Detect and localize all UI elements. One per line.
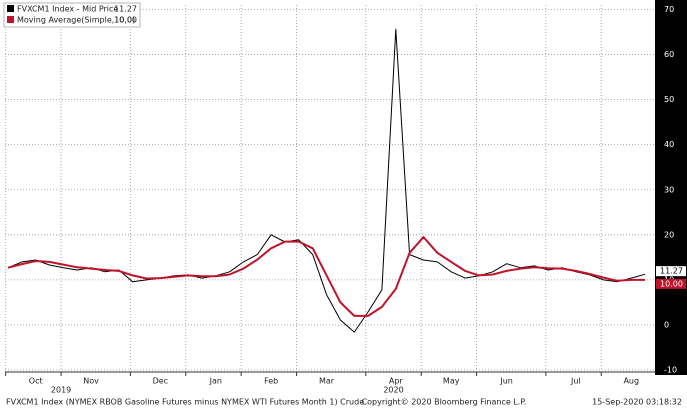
series-line xyxy=(7,236,646,317)
last-value-label: 11.27 xyxy=(660,267,683,276)
legend-label: Moving Average(Simple,10,0) xyxy=(17,16,135,25)
y-tick-label: 60 xyxy=(664,50,674,59)
x-tick-label: Jul xyxy=(570,377,581,386)
y-tick-label: 40 xyxy=(664,140,674,149)
last-value-label: 10.00 xyxy=(660,279,683,288)
x-tick-label: Feb xyxy=(264,377,278,386)
legend-swatch xyxy=(7,16,14,23)
last-value-tag xyxy=(656,266,686,277)
last-value-tag xyxy=(656,278,686,289)
grid-layer xyxy=(5,5,655,371)
x-tick-label: Nov xyxy=(83,377,99,386)
footer-center: Copyright© 2020 Bloomberg Finance L.P. xyxy=(362,398,527,407)
x-tick-label: Apr xyxy=(389,377,404,386)
x-tick-label: Jan xyxy=(209,377,222,386)
year-label: 2020 xyxy=(383,386,403,395)
y-tick-label: 0 xyxy=(664,320,669,329)
year-label: 2019 xyxy=(51,386,71,395)
y-tick-label: 30 xyxy=(664,185,674,194)
legend-box xyxy=(3,2,141,28)
footer-left: FVXCM1 Index (NYMEX RBOB Gasoline Future… xyxy=(6,398,364,407)
x-tick-label: May xyxy=(443,377,460,386)
legend-swatch xyxy=(7,5,14,12)
x-tick-label: Aug xyxy=(623,377,639,386)
x-tick-label: Oct xyxy=(29,377,43,386)
y-tick-label: 70 xyxy=(664,5,674,14)
legend-label: FVXCM1 Index - Mid Price xyxy=(17,5,118,14)
x-tick-label: Dec xyxy=(153,377,168,386)
x-tick-label: Mar xyxy=(319,377,335,386)
x-tick-label: Jun xyxy=(499,377,513,386)
y-tick-label: 20 xyxy=(664,230,674,239)
y-tick-label: -10 xyxy=(664,366,677,375)
footer-right: 15-Sep-2020 03:18:32 xyxy=(592,398,682,407)
legend-value: 10.00 xyxy=(114,16,137,25)
y-tick-label: 50 xyxy=(664,95,674,104)
value-axis-band xyxy=(655,0,687,375)
legend-value: 11.27 xyxy=(114,5,137,14)
